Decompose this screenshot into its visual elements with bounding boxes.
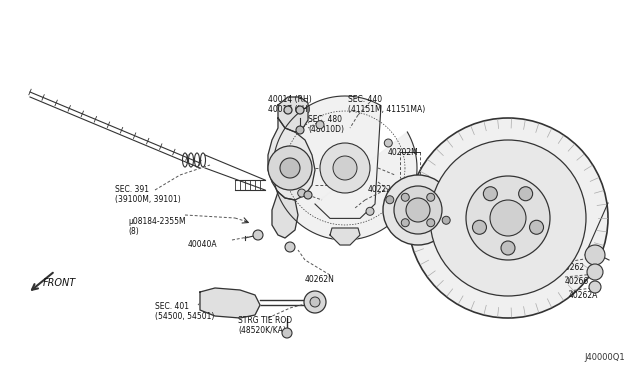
Circle shape: [333, 156, 357, 180]
Text: 40202M: 40202M: [388, 148, 419, 157]
Polygon shape: [330, 228, 360, 245]
Circle shape: [529, 220, 543, 234]
Circle shape: [490, 200, 526, 236]
Circle shape: [401, 219, 409, 227]
Circle shape: [383, 175, 453, 245]
Text: FRONT: FRONT: [43, 278, 76, 288]
Circle shape: [304, 291, 326, 313]
Text: 40266: 40266: [565, 277, 589, 286]
Circle shape: [316, 121, 324, 129]
Circle shape: [284, 106, 292, 114]
Circle shape: [408, 118, 608, 318]
Circle shape: [589, 281, 601, 293]
Circle shape: [427, 193, 435, 201]
Circle shape: [296, 126, 304, 134]
Circle shape: [406, 198, 430, 222]
Circle shape: [386, 196, 394, 204]
Circle shape: [472, 220, 486, 234]
Text: 40262: 40262: [561, 263, 585, 272]
Text: 40040A: 40040A: [188, 240, 218, 249]
Text: J40000Q1: J40000Q1: [584, 353, 625, 362]
Polygon shape: [268, 118, 315, 200]
Circle shape: [466, 176, 550, 260]
Circle shape: [587, 264, 603, 280]
Circle shape: [401, 193, 409, 201]
Circle shape: [483, 187, 497, 201]
Circle shape: [518, 187, 532, 201]
Circle shape: [366, 207, 374, 215]
Polygon shape: [278, 97, 308, 132]
Circle shape: [442, 216, 450, 224]
Circle shape: [585, 245, 605, 265]
Circle shape: [430, 140, 586, 296]
Circle shape: [253, 230, 263, 240]
Text: SEC. 391
(39100M, 39101): SEC. 391 (39100M, 39101): [115, 185, 180, 204]
Text: 40222: 40222: [368, 185, 392, 194]
Circle shape: [427, 219, 435, 227]
Circle shape: [296, 106, 304, 114]
Text: 40014 (RH)
40015 (LH): 40014 (RH) 40015 (LH): [268, 95, 312, 115]
Text: 40207: 40207: [455, 205, 479, 214]
Circle shape: [320, 143, 370, 193]
Circle shape: [501, 241, 515, 255]
Circle shape: [285, 242, 295, 252]
Text: SEC. 480
(48010D): SEC. 480 (48010D): [308, 115, 344, 134]
Text: 40262A: 40262A: [569, 291, 598, 300]
Polygon shape: [273, 96, 417, 240]
Text: µ08184-2355M
(8): µ08184-2355M (8): [128, 217, 186, 236]
Text: STRG TIE ROD
(48520K/KA): STRG TIE ROD (48520K/KA): [238, 316, 292, 336]
Polygon shape: [272, 192, 298, 238]
Polygon shape: [200, 288, 260, 318]
Text: SEC. 440
(41151M, 41151MA): SEC. 440 (41151M, 41151MA): [348, 95, 425, 115]
Text: SEC. 401
(54500, 54501): SEC. 401 (54500, 54501): [155, 302, 214, 321]
Circle shape: [310, 297, 320, 307]
Circle shape: [394, 186, 442, 234]
Circle shape: [384, 139, 392, 147]
Circle shape: [298, 189, 306, 197]
Circle shape: [280, 158, 300, 178]
Circle shape: [268, 146, 312, 190]
Circle shape: [304, 191, 312, 199]
Circle shape: [282, 328, 292, 338]
Text: 40262N: 40262N: [305, 275, 335, 284]
